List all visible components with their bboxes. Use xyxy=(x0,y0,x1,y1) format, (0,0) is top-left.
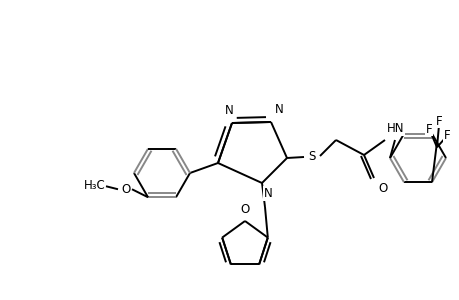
Text: HN: HN xyxy=(386,122,403,135)
Text: F: F xyxy=(425,123,431,136)
Text: O: O xyxy=(121,183,130,196)
Text: F: F xyxy=(435,115,442,128)
Text: O: O xyxy=(240,203,249,216)
Text: F: F xyxy=(443,129,449,142)
Text: O: O xyxy=(377,182,386,195)
Text: H₃C: H₃C xyxy=(84,179,106,192)
Text: N: N xyxy=(224,104,233,117)
Text: N: N xyxy=(274,103,283,116)
Text: S: S xyxy=(308,151,315,164)
Text: N: N xyxy=(263,187,272,200)
